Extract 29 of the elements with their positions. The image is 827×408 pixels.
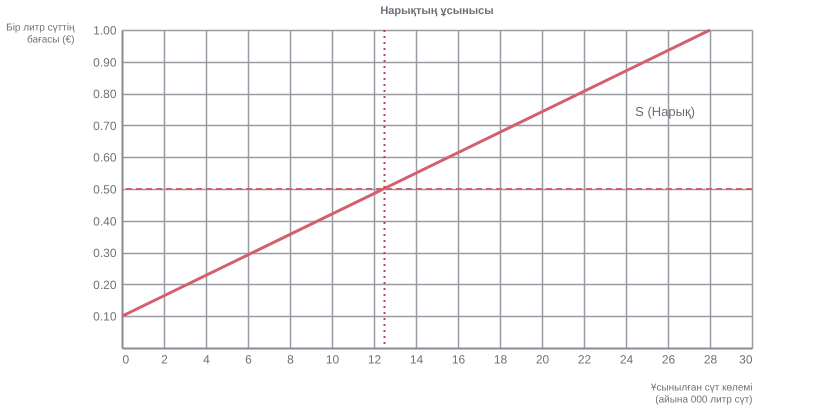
y-axis-title: Бір литр сүттің бағасы (€) — [6, 22, 75, 46]
x-tick-label: 4 — [203, 352, 210, 366]
y-tick-label: 0.90 — [93, 55, 117, 70]
x-tick-label: 2 — [161, 352, 168, 366]
y-tick-label: 0.80 — [93, 87, 117, 102]
y-tick-label: 0.50 — [93, 182, 117, 196]
x-tick-label: 6 — [245, 352, 252, 366]
x-tick-label: 14 — [410, 352, 424, 366]
x-axis-title: Ұсынылған сүт көлемі (айына 000 литр сүт) — [650, 382, 752, 406]
y-tick-label: 1.00 — [93, 24, 117, 38]
x-tick-label: 20 — [536, 352, 550, 366]
x-tick-label: 28 — [704, 352, 718, 366]
x-tick-label: 18 — [494, 352, 508, 366]
y-tick-label: 0.20 — [93, 278, 117, 292]
x-tick-label: 12 — [368, 352, 382, 366]
chart-title: Нарықтың ұсынысы — [380, 5, 494, 17]
x-tick-label: 8 — [287, 352, 294, 366]
y-tick-label: 0.60 — [93, 150, 117, 165]
x-tick-label: 26 — [662, 352, 676, 366]
x-tick-label: 30 — [739, 352, 753, 366]
y-tick-label: 0.30 — [93, 246, 117, 260]
x-tick-label: 16 — [452, 352, 466, 366]
y-tick-label: 0.10 — [93, 310, 117, 324]
x-tick-label: 0 — [122, 352, 130, 366]
x-tick-label: 10 — [326, 352, 340, 366]
x-tick-label: 22 — [578, 352, 592, 366]
y-tick-label: 0.70 — [93, 118, 117, 133]
x-tick-label: 24 — [620, 352, 634, 366]
y-tick-label: 0.40 — [93, 214, 117, 228]
